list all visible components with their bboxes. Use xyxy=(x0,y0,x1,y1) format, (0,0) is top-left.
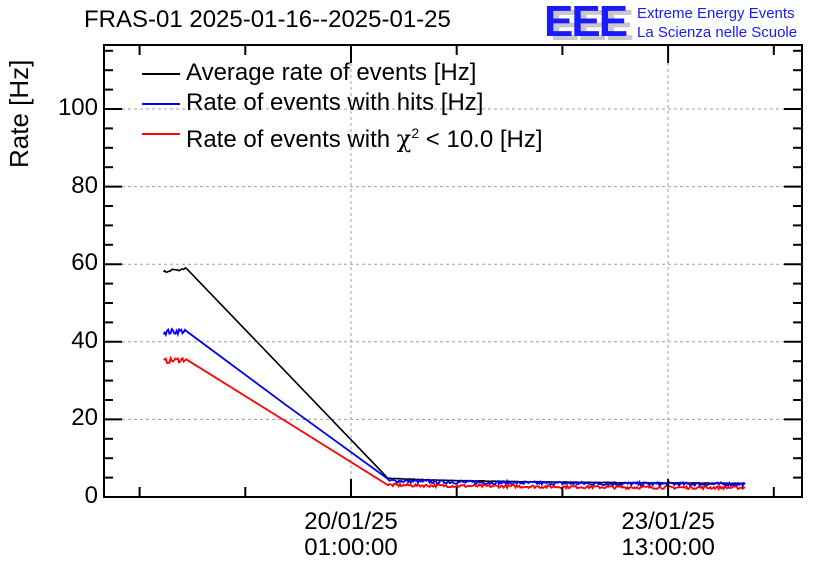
x-tick-label-date: 20/01/25 xyxy=(304,508,398,535)
series-line-3 xyxy=(163,355,746,492)
y-tick-label: 0 xyxy=(84,482,98,509)
chart-title: FRAS-01 2025-01-16--2025-01-25 xyxy=(84,6,451,33)
legend-swatch-hits xyxy=(142,103,180,105)
grid-lines xyxy=(104,45,802,497)
plot-frame xyxy=(103,44,803,498)
series-line-1 xyxy=(162,267,746,485)
x-tick-label: 20/01/25 01:00:00 xyxy=(281,509,421,561)
legend-swatch-average xyxy=(142,73,180,75)
x-tick-label: 23/01/25 13:00:00 xyxy=(598,509,738,561)
y-tick-label: 100 xyxy=(57,94,98,121)
logo-line-2: La Scienza nelle Scuole xyxy=(637,24,798,41)
x-tick-label-date: 23/01/25 xyxy=(621,508,715,535)
y-tick-label: 20 xyxy=(71,404,98,432)
legend-swatch-chi2 xyxy=(142,133,180,135)
eee-logo-text: Extreme Energy Events La Scienza nelle S… xyxy=(637,4,797,42)
y-tick-label: 80 xyxy=(71,171,98,199)
legend-label-hits: Rate of events with hits [Hz] xyxy=(186,89,484,116)
y-tick-label: 60 xyxy=(71,249,98,277)
y-axis-label: Rate [Hz] xyxy=(4,59,34,168)
legend-label-chi2: Rate of events with χ2 < 10.0 [Hz] xyxy=(186,125,543,153)
series-group xyxy=(162,267,746,492)
series-line-2 xyxy=(162,327,746,489)
axes xyxy=(103,44,803,498)
x-tick-label-time: 13:00:00 xyxy=(621,534,715,561)
y-tick-label: 40 xyxy=(71,326,98,354)
x-tick-label-time: 01:00:00 xyxy=(304,534,398,561)
legend-label-average: Average rate of events [Hz] xyxy=(186,59,477,86)
logo-line-1: Extreme Energy Events xyxy=(637,5,795,22)
